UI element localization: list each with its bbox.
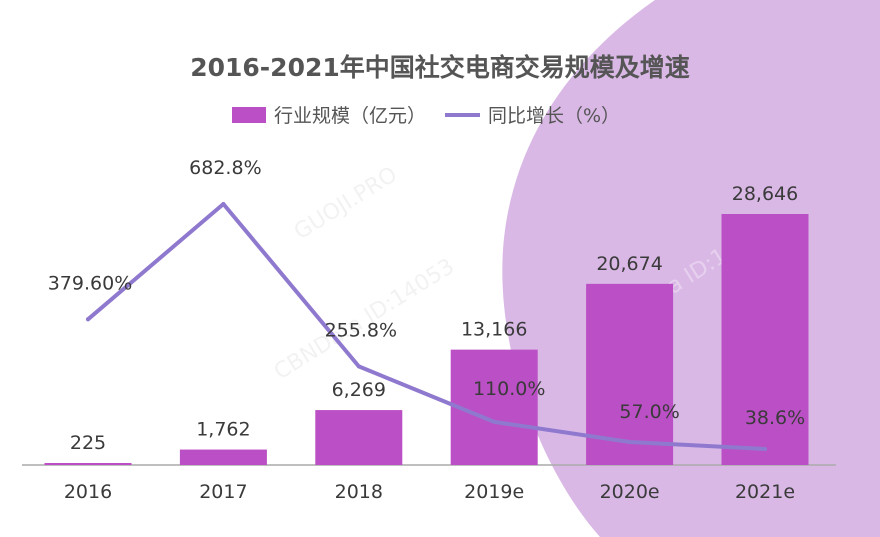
bar-value-label: 28,646 xyxy=(732,183,798,205)
bar xyxy=(586,283,674,465)
line-point xyxy=(627,440,632,445)
legend-swatch-bar xyxy=(232,107,266,123)
line-point xyxy=(356,364,361,369)
bar xyxy=(179,449,267,465)
x-tick-label: 2018 xyxy=(335,481,383,503)
line-point xyxy=(221,202,226,206)
bar xyxy=(450,349,538,465)
x-tick-label: 2017 xyxy=(199,481,247,503)
line-value-label: 38.6% xyxy=(745,407,805,429)
watermark-text: GUOJI.PRO xyxy=(290,162,402,245)
line-labels: 379.60% 682.8% 255.8% 110.0% 57.0% 38.6% xyxy=(48,157,805,429)
x-tick-label: 2020e xyxy=(600,481,660,503)
line-value-label: 110.0% xyxy=(473,378,545,400)
chart-title: 2016-2021年中国社交电商交易规模及增速 xyxy=(190,53,690,82)
line-value-label: 379.60% xyxy=(48,272,133,294)
line-value-label: 682.8% xyxy=(189,157,261,179)
line-point xyxy=(86,317,90,322)
bar xyxy=(721,214,809,465)
line-point xyxy=(492,419,497,424)
line-point xyxy=(763,447,767,451)
line-value-label: 57.0% xyxy=(619,401,679,423)
legend-label-line: 同比增长（%） xyxy=(488,105,620,127)
bar-value-label: 6,269 xyxy=(332,379,386,401)
legend: 行业规模（亿元） 同比增长（%） xyxy=(232,105,620,127)
bar xyxy=(44,463,132,465)
bar-value-label: 20,674 xyxy=(596,253,662,275)
x-tick-label: 2019e xyxy=(464,481,524,503)
x-tick-label: 2016 xyxy=(64,481,112,503)
bar-value-label: 225 xyxy=(70,432,106,454)
bar-labels: 225 1,762 6,269 13,166 20,674 28,646 xyxy=(70,183,798,454)
line-series xyxy=(86,202,767,451)
bar xyxy=(315,410,403,465)
bar-value-label: 1,762 xyxy=(196,419,250,441)
growth-line xyxy=(86,202,767,451)
bar-series xyxy=(44,214,809,465)
bar-value-label: 13,166 xyxy=(461,319,527,341)
x-tick-label: 2021e xyxy=(735,481,795,503)
legend-label-bar: 行业规模（亿元） xyxy=(274,105,426,127)
x-tick-labels: 2016 2017 2018 2019e 2020e 2021e xyxy=(64,481,795,503)
line-value-label: 255.8% xyxy=(325,319,397,341)
